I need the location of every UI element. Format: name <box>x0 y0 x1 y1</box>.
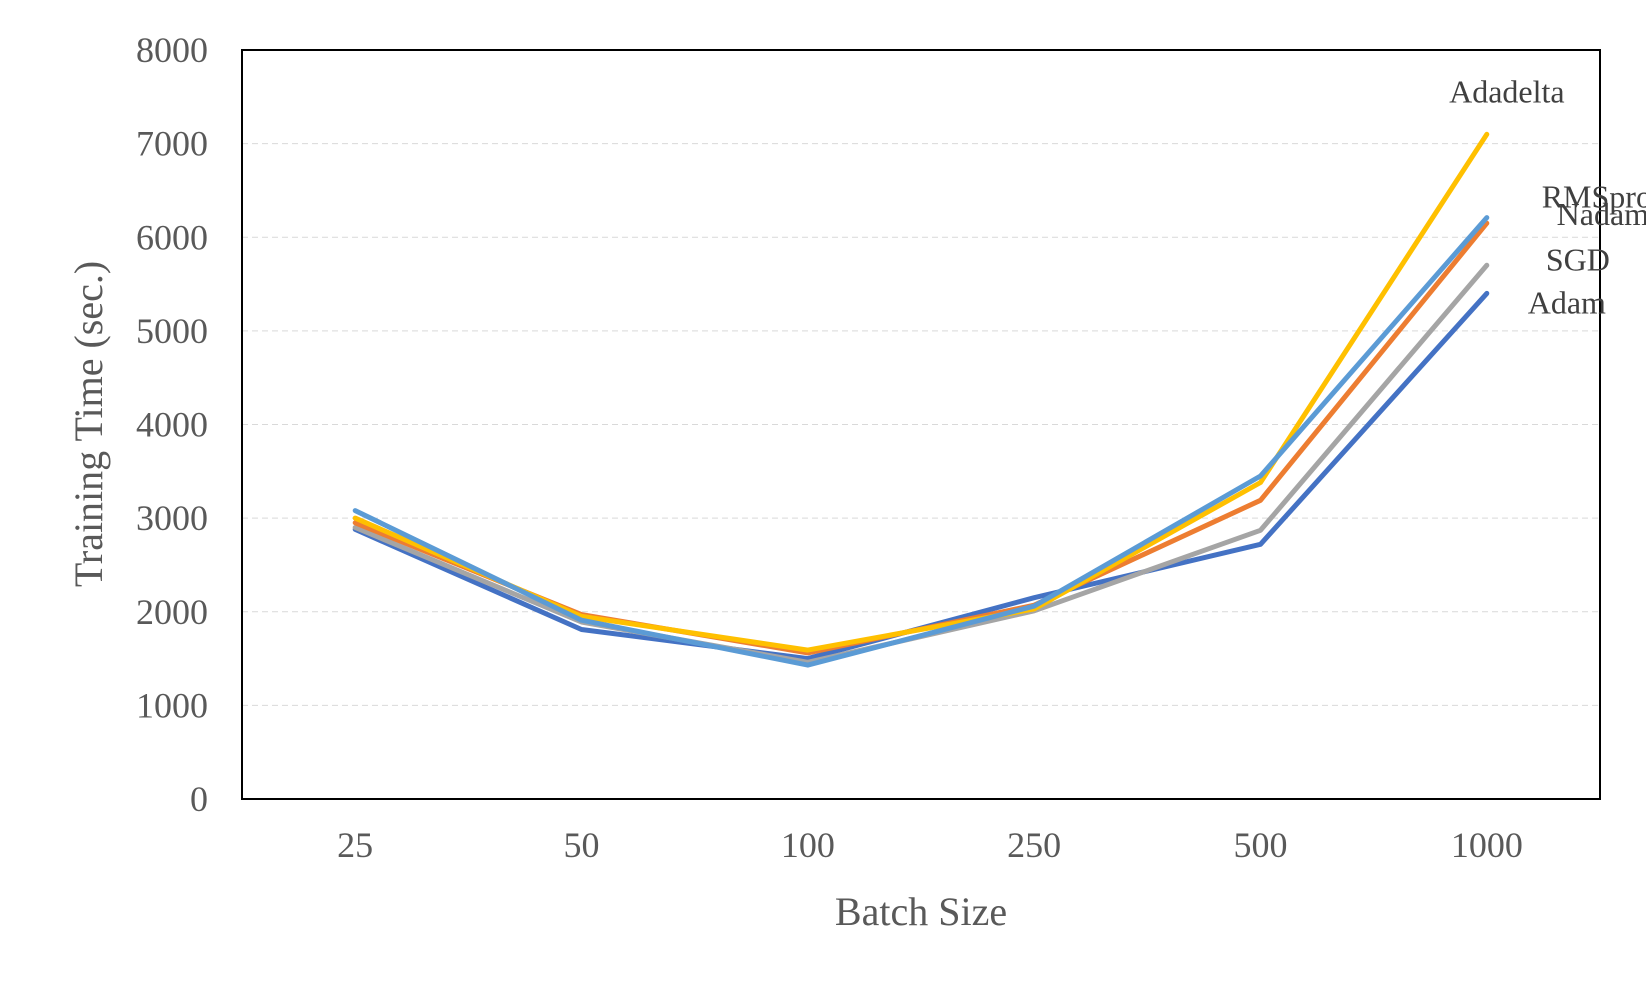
y-tick-label: 0 <box>190 779 208 819</box>
y-axis-title: Training Time (sec.) <box>66 261 111 587</box>
y-tick-label: 2000 <box>136 592 208 632</box>
y-tick-label: 6000 <box>136 217 208 257</box>
y-tick-label: 5000 <box>136 311 208 351</box>
x-tick-label: 50 <box>564 825 600 865</box>
x-tick-label: 100 <box>781 825 835 865</box>
x-tick-label: 500 <box>1234 825 1288 865</box>
series-label-sgd: SGD <box>1546 241 1610 277</box>
gridlines <box>242 143 1600 706</box>
x-tick-label: 1000 <box>1451 825 1523 865</box>
series-line-nadam <box>352 220 1490 656</box>
series-line-adam <box>352 290 1490 662</box>
series-lines <box>352 131 1490 668</box>
y-tick-label: 7000 <box>136 124 208 164</box>
x-axis-title: Batch Size <box>835 889 1007 934</box>
y-tick-label: 4000 <box>136 405 208 445</box>
series-label-adadelta: Adadelta <box>1449 73 1565 109</box>
series-label-adam: Adam <box>1528 284 1606 320</box>
series-line-rmsprop <box>352 215 1490 668</box>
series-line-adadelta <box>352 131 1490 653</box>
series-label-nadam: Nadam <box>1557 196 1646 232</box>
x-tick-label: 250 <box>1007 825 1061 865</box>
plot-area <box>241 49 1601 800</box>
y-tick-label: 8000 <box>136 30 208 70</box>
y-axis-ticks: 0 1000 2000 3000 4000 5000 6000 7000 8000 <box>136 30 208 819</box>
x-tick-label: 25 <box>337 825 373 865</box>
series-label-rmsprop: RMSprop <box>1542 179 1646 215</box>
y-tick-label: 3000 <box>136 498 208 538</box>
y-tick-label: 1000 <box>136 685 208 725</box>
x-axis-ticks: 25 50 100 250 500 1000 <box>337 825 1523 865</box>
series-labels: Adadelta RMSpropNadam SGD Adam <box>1449 73 1646 320</box>
